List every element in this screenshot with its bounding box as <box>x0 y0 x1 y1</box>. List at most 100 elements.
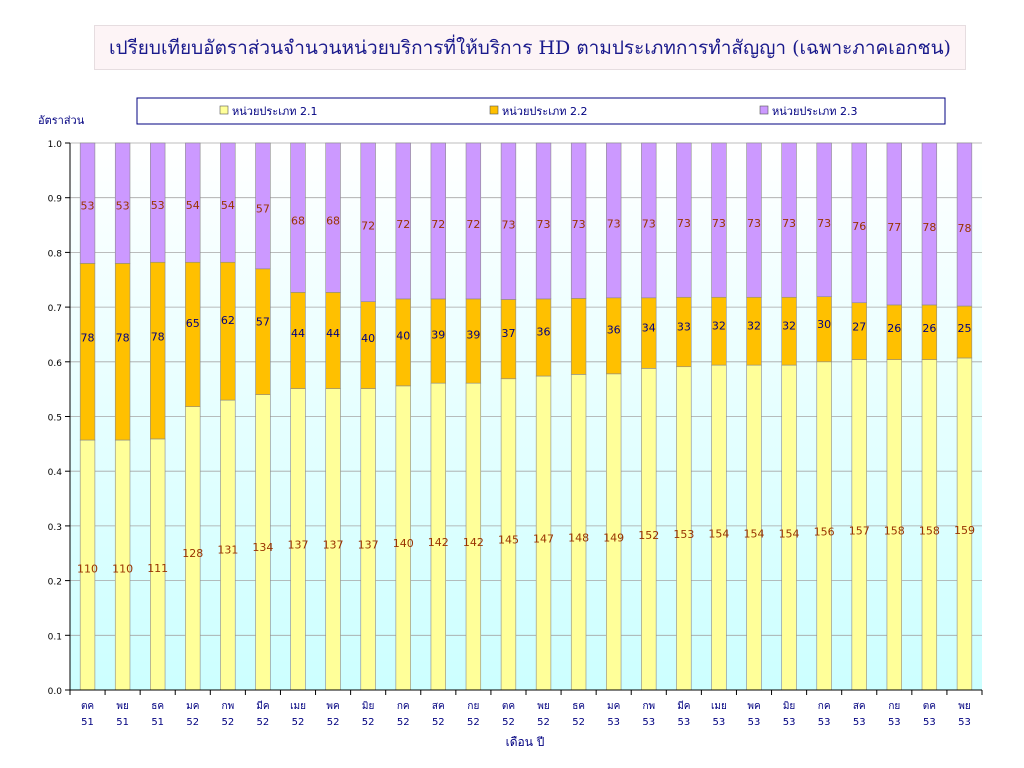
bar-segment <box>185 142 201 263</box>
x-tick-label-year: 53 <box>748 717 761 728</box>
bar-segment <box>570 298 587 375</box>
bar-segment <box>500 142 517 300</box>
data-label: 110 <box>112 563 133 576</box>
x-tick-label-year: 53 <box>818 717 831 728</box>
bar-segment <box>535 142 552 300</box>
legend-swatch <box>759 105 769 115</box>
x-tick-label-month: พค <box>326 701 339 712</box>
x-tick-label-year: 52 <box>362 717 375 728</box>
data-label: 142 <box>428 536 449 549</box>
bar-segment <box>781 142 797 298</box>
bar-segment <box>114 263 131 441</box>
x-tick-label-year: 52 <box>327 717 340 728</box>
data-label: 27 <box>852 321 866 334</box>
bar-segment <box>641 142 657 299</box>
bar-segment <box>220 261 236 401</box>
x-tick-label-year: 53 <box>642 717 655 728</box>
data-label: 76 <box>852 220 866 233</box>
y-tick-label: 0.9 <box>48 195 63 205</box>
bar-segment <box>606 142 622 299</box>
x-tick-label-month: กค <box>397 701 410 712</box>
x-tick-label-month: มิย <box>362 701 374 712</box>
bar-segment <box>290 292 306 389</box>
bar-segment <box>255 142 271 270</box>
data-label: 53 <box>151 199 165 212</box>
x-tick-label-month: ธค <box>151 701 164 712</box>
x-tick-label-month: กค <box>818 701 831 712</box>
bar-segment <box>360 142 376 302</box>
data-label: 73 <box>572 218 586 231</box>
y-tick-label: 0.0 <box>48 687 63 697</box>
x-tick-label-year: 53 <box>853 717 866 728</box>
bar-segment <box>465 142 482 300</box>
x-tick-label-month: กย <box>467 701 479 712</box>
x-tick-label-year: 52 <box>432 717 445 728</box>
data-label: 77 <box>887 221 901 234</box>
data-label: 156 <box>814 526 835 539</box>
y-tick-label: 0.1 <box>48 632 62 642</box>
legend-label: หน่วยประเภท 2.1 <box>232 105 317 118</box>
data-label: 159 <box>954 524 975 537</box>
bar-segment <box>816 142 832 298</box>
legend-swatch <box>489 105 499 115</box>
y-tick-label: 0.2 <box>48 578 62 588</box>
legend-swatch <box>219 105 229 115</box>
x-tick-label-month: พย <box>116 701 128 712</box>
x-tick-label-year: 53 <box>923 717 936 728</box>
data-label: 158 <box>919 525 940 538</box>
x-tick-label-month: ตค <box>923 701 936 712</box>
x-tick-label-month: ตค <box>502 701 515 712</box>
data-label: 154 <box>744 527 765 540</box>
bar-segment <box>711 142 727 298</box>
bar-segment <box>150 261 166 440</box>
data-labels: 110 78 53 110 78 53 111 78 53 128 65 54 131 62 54 134 57… <box>77 199 975 576</box>
data-label: 152 <box>638 529 659 542</box>
x-axis-label: เดือน ปี <box>506 735 545 749</box>
data-label: 39 <box>431 328 445 341</box>
chart-title: เปรียบเทียบอัตราส่วนจำนวนหน่วยบริการที่ใ… <box>109 36 951 59</box>
data-label: 53 <box>81 200 95 213</box>
data-label: 54 <box>186 199 200 212</box>
data-label: 34 <box>642 321 656 334</box>
bar-segment <box>325 142 341 293</box>
data-label: 145 <box>498 534 519 547</box>
x-tick-label-month: สค <box>853 701 866 712</box>
legend: หน่วยประเภท 2.1 หน่วยประเภท 2.2 หน่วยประเภ… <box>136 97 946 125</box>
data-label: 154 <box>708 527 729 540</box>
x-tick-label-year: 51 <box>81 717 94 728</box>
bar-segment <box>886 142 902 306</box>
x-tick-label-month: ธค <box>572 701 585 712</box>
data-label: 78 <box>922 221 936 234</box>
x-tick-label-month: มีค <box>256 700 269 712</box>
y-tick-label: 0.3 <box>48 523 62 533</box>
data-label: 44 <box>326 327 340 340</box>
data-label: 25 <box>957 322 971 335</box>
legend-label: หน่วยประเภท 2.3 <box>772 105 857 118</box>
data-label: 134 <box>252 541 273 554</box>
x-tick-label-month: เมย <box>711 701 727 712</box>
x-tick-label-year: 52 <box>292 717 305 728</box>
bar-segment <box>185 261 201 407</box>
data-label: 137 <box>323 538 344 551</box>
data-label: 26 <box>922 322 936 335</box>
x-tick-label-month: มค <box>607 701 620 712</box>
bar-segment <box>395 142 411 300</box>
data-label: 73 <box>782 217 796 230</box>
data-label: 111 <box>147 562 168 575</box>
x-tick-label-year: 52 <box>257 717 270 728</box>
data-label: 32 <box>712 320 726 333</box>
data-label: 131 <box>217 544 238 557</box>
x-tick-label-month: เมย <box>290 701 306 712</box>
bar-segment <box>79 142 96 264</box>
x-tick-label-year: 52 <box>221 717 234 728</box>
data-label: 73 <box>607 217 621 230</box>
data-label: 78 <box>81 332 95 345</box>
data-label: 72 <box>431 218 445 231</box>
data-label: 54 <box>221 199 235 212</box>
x-tick-label-year: 52 <box>186 717 199 728</box>
data-label: 73 <box>537 218 551 231</box>
data-label: 44 <box>291 327 305 340</box>
data-label: 147 <box>533 532 554 545</box>
data-label: 149 <box>603 531 624 544</box>
legend-box <box>136 97 946 125</box>
